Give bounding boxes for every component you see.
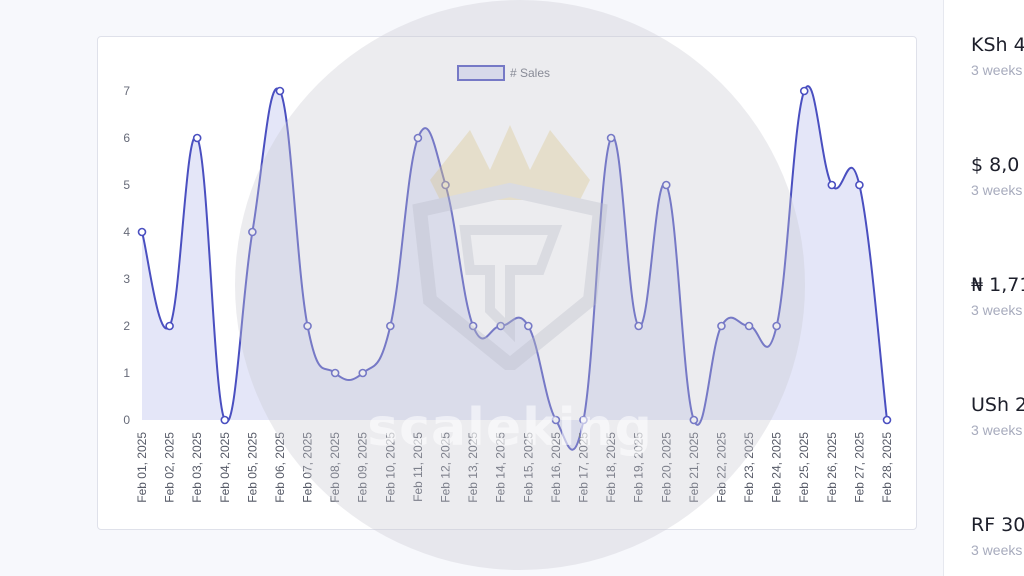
data-point xyxy=(386,321,395,331)
x-tick-label: Feb 04, 2025 xyxy=(218,432,232,503)
x-tick-label: Feb 06, 2025 xyxy=(273,432,287,503)
data-point xyxy=(661,180,671,190)
data-point xyxy=(551,415,561,425)
data-point xyxy=(496,321,506,331)
stat-item[interactable]: USh 2 3 weeks xyxy=(971,394,1024,438)
x-tick-label: Feb 09, 2025 xyxy=(356,432,370,503)
data-point xyxy=(413,133,423,143)
data-point xyxy=(330,368,340,378)
data-point xyxy=(137,227,147,237)
x-tick-label: Feb 10, 2025 xyxy=(383,432,397,503)
data-point xyxy=(165,321,174,331)
stat-value: $ 8,0 xyxy=(971,154,1020,176)
series-area-fill xyxy=(142,86,887,450)
stat-time: 3 weeks xyxy=(971,302,1023,318)
x-tick-label: Feb 22, 2025 xyxy=(714,432,728,503)
stat-item[interactable]: ₦ 1,71 3 weeks xyxy=(971,274,1024,318)
y-tick-label: 6 xyxy=(123,131,130,145)
x-tick-label: Feb 01, 2025 xyxy=(135,432,149,503)
y-tick-label: 1 xyxy=(123,366,130,380)
stat-item[interactable]: RF 30 3 weeks xyxy=(971,514,1024,558)
stat-time: 3 weeks xyxy=(971,542,1023,558)
y-tick-label: 4 xyxy=(123,225,130,239)
y-tick-label: 2 xyxy=(123,319,130,333)
x-tick-label: Feb 20, 2025 xyxy=(659,432,673,503)
x-tick-label: Feb 17, 2025 xyxy=(576,432,590,503)
data-point xyxy=(689,415,699,425)
x-tick-label: Feb 19, 2025 xyxy=(632,432,646,503)
x-tick-label: Feb 25, 2025 xyxy=(797,432,811,503)
x-tick-label: Feb 24, 2025 xyxy=(770,432,784,503)
right-stats-panel: KSh 4 3 weeks $ 8,0 3 weeks ₦ 1,71 3 wee… xyxy=(943,0,1024,576)
stat-value: RF 30 xyxy=(971,514,1024,536)
data-point xyxy=(855,180,864,190)
x-tick-label: Feb 12, 2025 xyxy=(439,432,453,503)
stat-value: USh 2 xyxy=(971,394,1024,416)
sales-chart-card xyxy=(97,36,917,530)
data-point xyxy=(827,180,837,190)
x-tick-label: Feb 03, 2025 xyxy=(190,432,204,503)
data-point xyxy=(606,133,616,143)
x-tick-label: Feb 21, 2025 xyxy=(687,432,701,503)
data-point xyxy=(579,415,588,425)
stat-value: ₦ 1,71 xyxy=(971,274,1024,296)
data-point xyxy=(523,321,533,331)
x-tick-label: Feb 11, 2025 xyxy=(411,432,425,502)
y-tick-label: 3 xyxy=(123,272,130,286)
data-point xyxy=(248,227,257,237)
data-point xyxy=(441,180,450,190)
stat-item[interactable]: $ 8,0 3 weeks xyxy=(971,154,1022,198)
data-point xyxy=(882,415,892,425)
legend-label: # Sales xyxy=(510,66,550,80)
data-point xyxy=(744,321,754,331)
data-point xyxy=(634,321,643,331)
x-tick-label: Feb 02, 2025 xyxy=(163,432,177,503)
data-point xyxy=(275,86,285,96)
data-point xyxy=(717,321,726,331)
x-tick-label: Feb 27, 2025 xyxy=(852,432,866,503)
x-tick-label: Feb 26, 2025 xyxy=(825,432,839,503)
y-tick-label: 7 xyxy=(123,84,130,98)
stat-value: KSh 4 xyxy=(971,34,1024,56)
data-point xyxy=(358,368,368,378)
data-point xyxy=(220,415,230,425)
x-tick-label: Feb 16, 2025 xyxy=(549,432,563,503)
x-tick-label: Feb 23, 2025 xyxy=(742,432,756,503)
x-tick-label: Feb 07, 2025 xyxy=(301,432,315,503)
x-tick-label: Feb 13, 2025 xyxy=(466,432,480,503)
x-tick-label: Feb 08, 2025 xyxy=(328,432,342,503)
stat-item[interactable]: KSh 4 3 weeks xyxy=(971,34,1024,78)
x-tick-label: Feb 18, 2025 xyxy=(604,432,618,503)
y-tick-label: 5 xyxy=(123,178,130,192)
data-point xyxy=(799,86,809,96)
stat-time: 3 weeks xyxy=(971,62,1023,78)
x-tick-label: Feb 05, 2025 xyxy=(245,432,259,503)
data-point xyxy=(468,321,478,331)
stat-time: 3 weeks xyxy=(971,422,1023,438)
x-tick-label: Feb 14, 2025 xyxy=(494,432,508,503)
x-tick-label: Feb 28, 2025 xyxy=(880,432,894,503)
data-point xyxy=(772,321,781,331)
y-tick-label: 0 xyxy=(123,413,130,427)
legend-swatch xyxy=(457,65,505,81)
data-point xyxy=(192,133,202,143)
data-point xyxy=(303,321,312,331)
x-tick-label: Feb 15, 2025 xyxy=(521,432,535,503)
stat-time: 3 weeks xyxy=(971,182,1023,198)
